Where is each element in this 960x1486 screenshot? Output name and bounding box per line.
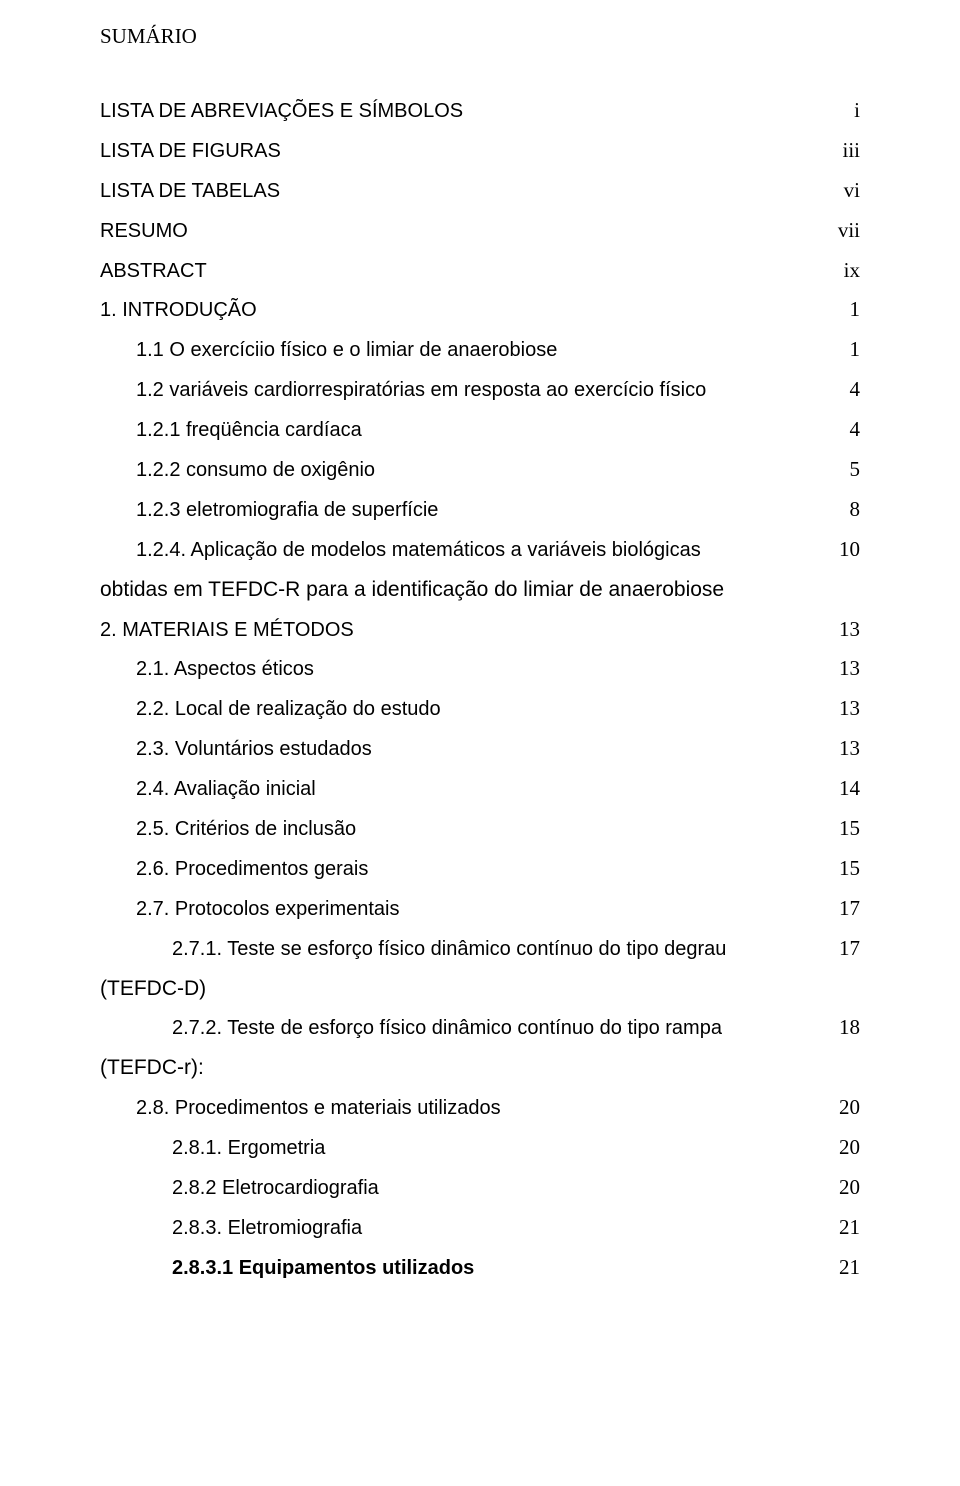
toc-page: SUMÁRIO LISTA DE ABREVIAÇÕES E SÍMBOLOSi… [0,0,960,1486]
toc-entry-label: 2.8.3. Eletromiografia [100,1209,839,1247]
toc-entry-label: 2.2. Local de realização do estudo [100,690,839,728]
toc-row: 1.2.4. Aplicação de modelos matemáticos … [100,530,860,570]
toc-row: 2.3. Voluntários estudados13 [100,729,860,769]
toc-entry-page: i [854,91,860,131]
toc-entry-label: ABSTRACT [100,252,844,290]
toc-entry-page: 14 [839,769,860,809]
toc-entry-page: 20 [839,1088,860,1128]
toc-entry-page: 5 [850,450,861,490]
toc-entry-label: 2.8.2 Eletrocardiografia [100,1169,839,1207]
toc-entry-label: 1.2 variáveis cardiorrespiratórias em re… [100,371,850,409]
toc-row: 1.2.3 eletromiografia de superfície8 [100,490,860,530]
toc-entry-continuation: (TEFDC-r): [100,1048,860,1088]
toc-entry-label: 1.2.3 eletromiografia de superfície [100,491,850,529]
toc-entry-label: 2.4. Avaliação inicial [100,770,839,808]
toc-entry-label: 2.7. Protocolos experimentais [100,890,839,928]
toc-row: LISTA DE FIGURASiii [100,131,860,171]
toc-row: 2.7. Protocolos experimentais17 [100,889,860,929]
toc-entry-label: LISTA DE FIGURAS [100,132,842,170]
toc-row: 2.7.2. Teste de esforço físico dinâmico … [100,1008,860,1048]
toc-row: 2.8.3. Eletromiografia21 [100,1208,860,1248]
toc-row: 2.2. Local de realização do estudo13 [100,689,860,729]
toc-row: 2.4. Avaliação inicial14 [100,769,860,809]
toc-entry-page: 13 [839,649,860,689]
toc-entry-page: 8 [850,490,861,530]
toc-entry-page: 4 [850,370,861,410]
toc-entry-label: LISTA DE ABREVIAÇÕES E SÍMBOLOS [100,92,854,130]
toc-row: 2.6. Procedimentos gerais15 [100,849,860,889]
toc-row: LISTA DE TABELASvi [100,171,860,211]
toc-row: ABSTRACTix [100,251,860,291]
toc-row: 2.1. Aspectos éticos13 [100,649,860,689]
toc-row: LISTA DE ABREVIAÇÕES E SÍMBOLOSi [100,91,860,131]
toc-entry-page: 18 [839,1008,860,1048]
toc-row: 2.8. Procedimentos e materiais utilizado… [100,1088,860,1128]
toc-title: SUMÁRIO [100,24,860,49]
toc-entry-label: 2.1. Aspectos éticos [100,650,839,688]
toc-entry-label: 1.2.1 freqüência cardíaca [100,411,850,449]
toc-entry-page: 1 [850,290,861,330]
toc-row: 1.2 variáveis cardiorrespiratórias em re… [100,370,860,410]
toc-entry-page: 13 [839,729,860,769]
toc-row: 2.8.1. Ergometria20 [100,1128,860,1168]
toc-entry-label: 1.2.4. Aplicação de modelos matemáticos … [100,531,839,569]
toc-entry-label: 1.1 O exercíciio físico e o limiar de an… [100,331,850,369]
toc-entry-page: vi [844,171,860,211]
toc-entry-label: 1. INTRODUÇÃO [100,291,850,329]
toc-row: RESUMOvii [100,211,860,251]
toc-entry-page: iii [842,131,860,171]
toc-entry-label: 2.6. Procedimentos gerais [100,850,839,888]
toc-entry-label: LISTA DE TABELAS [100,172,844,210]
toc-entry-page: 10 [839,530,860,570]
toc-entry-page: ix [844,251,860,291]
toc-row: 2. MATERIAIS E MÉTODOS13 [100,610,860,650]
toc-list: LISTA DE ABREVIAÇÕES E SÍMBOLOSiLISTA DE… [100,91,860,1288]
toc-entry-page: 20 [839,1168,860,1208]
toc-row: 1.2.1 freqüência cardíaca4 [100,410,860,450]
toc-entry-page: 4 [850,410,861,450]
toc-entry-label: 2.3. Voluntários estudados [100,730,839,768]
toc-entry-label: 2.7.1. Teste se esforço físico dinâmico … [100,930,839,968]
toc-row: 2.7.1. Teste se esforço físico dinâmico … [100,929,860,969]
toc-entry-label: 2.8. Procedimentos e materiais utilizado… [100,1089,839,1127]
toc-row: 2.8.2 Eletrocardiografia20 [100,1168,860,1208]
toc-entry-label: 1.2.2 consumo de oxigênio [100,451,850,489]
toc-entry-page: 21 [839,1248,860,1288]
toc-entry-page: 15 [839,809,860,849]
toc-entry-continuation: obtidas em TEFDC-R para a identificação … [100,570,860,610]
toc-entry-page: 17 [839,889,860,929]
toc-entry-label: 2.8.3.1 Equipamentos utilizados [100,1249,839,1287]
toc-entry-page: 13 [839,610,860,650]
toc-entry-label: 2.5. Critérios de inclusão [100,810,839,848]
toc-entry-page: 21 [839,1208,860,1248]
toc-row: 1.2.2 consumo de oxigênio5 [100,450,860,490]
toc-entry-page: 13 [839,689,860,729]
toc-row: 2.8.3.1 Equipamentos utilizados21 [100,1248,860,1288]
toc-entry-page: vii [838,211,860,251]
toc-row: 1.1 O exercíciio físico e o limiar de an… [100,330,860,370]
toc-entry-page: 20 [839,1128,860,1168]
toc-row: 1. INTRODUÇÃO1 [100,290,860,330]
toc-entry-page: 1 [850,330,861,370]
toc-entry-continuation: (TEFDC-D) [100,969,860,1009]
toc-entry-label: 2.7.2. Teste de esforço físico dinâmico … [100,1009,839,1047]
toc-entry-label: RESUMO [100,212,838,250]
toc-entry-page: 17 [839,929,860,969]
toc-entry-label: 2.8.1. Ergometria [100,1129,839,1167]
toc-entry-label: 2. MATERIAIS E MÉTODOS [100,611,839,649]
toc-entry-page: 15 [839,849,860,889]
toc-row: 2.5. Critérios de inclusão15 [100,809,860,849]
